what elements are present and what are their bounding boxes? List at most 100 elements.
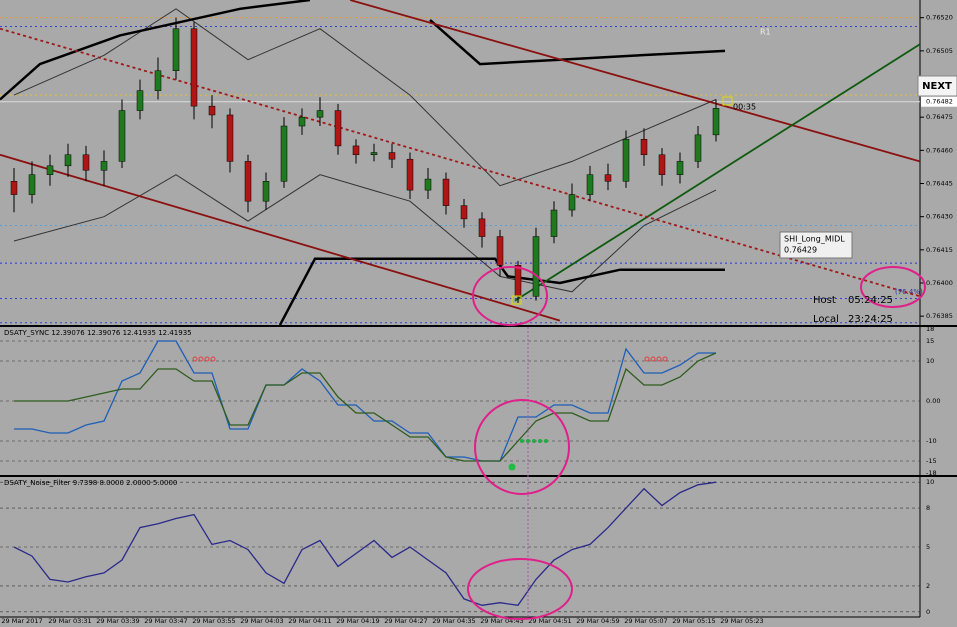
- signal-dot: [192, 356, 198, 362]
- x-tick-label: 29 Mar 04:43: [480, 617, 523, 625]
- tooltip-value: 0.76429: [784, 246, 817, 255]
- candle-body: [298, 116, 306, 127]
- candle-body: [334, 110, 342, 147]
- x-tick-label: 29 Mar 04:19: [336, 617, 379, 625]
- current-price-label: 0.76482: [926, 98, 953, 106]
- candle-body: [208, 105, 216, 116]
- candle-body: [622, 139, 630, 182]
- signal-dot: [538, 439, 542, 443]
- x-tick-label: 29 Mar 04:35: [432, 617, 475, 625]
- indicator-line: [13, 481, 717, 607]
- sync-plot: [0, 340, 920, 462]
- trend-line: [0, 27, 920, 298]
- highlight-ellipse: [860, 266, 926, 308]
- signal-dot: [210, 356, 216, 362]
- candle-body: [532, 236, 540, 297]
- signal-dot: [520, 439, 524, 443]
- y-tick-label: 5: [926, 543, 930, 551]
- candle-body: [118, 110, 126, 162]
- next-button[interactable]: [917, 75, 957, 97]
- candle-body: [46, 165, 54, 175]
- candle-body: [496, 236, 504, 266]
- y-tick-label: -10: [926, 437, 937, 445]
- current-price-box: [921, 96, 957, 107]
- signal-dot: [544, 439, 548, 443]
- x-tick-label: 29 Mar 04:51: [528, 617, 571, 625]
- fib-label: (76.4%): [895, 288, 923, 296]
- x-tick-label: 29 Mar 04:27: [384, 617, 427, 625]
- candle-body: [316, 110, 324, 118]
- signal-dot: [644, 356, 650, 362]
- candle-body: [478, 218, 486, 237]
- signal-dot: [198, 356, 204, 362]
- next-button-label[interactable]: NEXT: [922, 81, 952, 92]
- y-tick-label: 0.76400: [926, 279, 953, 287]
- candle-body: [244, 161, 252, 202]
- y-tick-label: 0.76415: [926, 246, 953, 254]
- marker-box: [722, 96, 733, 106]
- y-tick-label: 0.76385: [926, 312, 953, 320]
- x-tick-label: 29 Mar 03:55: [192, 617, 235, 625]
- y-tick-label: 0.76445: [926, 180, 953, 188]
- highlight-ellipse: [474, 399, 570, 495]
- y-tick-label: 0.00: [926, 397, 940, 405]
- x-tick-label: 29 Mar 04:03: [240, 617, 283, 625]
- trend-line: [514, 43, 920, 302]
- signal-dot: [650, 356, 656, 362]
- noise-plot: [0, 481, 920, 613]
- candle-body: [712, 108, 720, 136]
- candle-body: [262, 181, 270, 202]
- tooltip: [779, 231, 853, 259]
- candle-body: [586, 174, 594, 195]
- host-label: Host: [813, 295, 836, 306]
- candle-body: [370, 152, 378, 156]
- y-tick-label: -15: [926, 457, 937, 465]
- y-tick-label: -18: [926, 469, 937, 477]
- candle-body: [226, 114, 234, 162]
- candle-body: [424, 178, 432, 191]
- candle-body: [136, 90, 144, 111]
- candle-body: [514, 265, 522, 297]
- local-time: 23:24:25: [848, 314, 893, 325]
- x-tick-label: 29 Mar 05:23: [720, 617, 763, 625]
- y-tick-label: 0: [926, 608, 930, 616]
- indicator-line: [14, 352, 717, 462]
- y-tick-label: 0.76460: [926, 146, 953, 154]
- y-tick-label: 0.76475: [926, 113, 953, 121]
- candle-body: [154, 70, 162, 91]
- signal-dot: [526, 439, 530, 443]
- y-tick-label: 18: [926, 325, 934, 333]
- candle-body: [100, 161, 108, 171]
- y-tick-label: 0.76505: [926, 47, 953, 55]
- indicator-header: DSATY_Noise_Filter 9.7398 8.0000 2.0000 …: [4, 479, 177, 487]
- candle-body: [82, 154, 90, 171]
- candle-body: [460, 205, 468, 220]
- local-label: Local: [813, 314, 839, 325]
- tooltip-name: SHI_Long_MIDL: [784, 235, 845, 244]
- x-tick-label: 29 Mar 05:07: [624, 617, 667, 625]
- candle-body: [172, 28, 180, 71]
- x-tick-label: 29 Mar 03:39: [96, 617, 139, 625]
- y-tick-label: 2: [926, 582, 930, 590]
- trend-line: [349, 0, 920, 163]
- y-tick-label: 15: [926, 337, 934, 345]
- candle-body: [442, 178, 450, 206]
- y-tick-label: 0.76520: [926, 14, 953, 22]
- indicator-header: DSATY_SYNC 12.39076 12.39076 12.41935 12…: [4, 329, 192, 337]
- y-tick-label: 10: [926, 478, 934, 486]
- y-tick-label: 0.76430: [926, 213, 953, 221]
- candle-body: [604, 174, 612, 182]
- signal-dots: [192, 356, 668, 471]
- candle-body: [388, 152, 396, 160]
- y-tick-label: 8: [926, 504, 930, 512]
- signal-dot: [532, 439, 536, 443]
- candle-body: [694, 134, 702, 162]
- x-tick-label: 29 Mar 05:15: [672, 617, 715, 625]
- signal-dot: [662, 356, 668, 362]
- candle-body: [352, 145, 360, 156]
- countdown: 00:35: [733, 103, 756, 112]
- y-tick-label: 10: [926, 357, 934, 365]
- highlight-ellipse: [467, 558, 573, 620]
- candle-body: [676, 161, 684, 175]
